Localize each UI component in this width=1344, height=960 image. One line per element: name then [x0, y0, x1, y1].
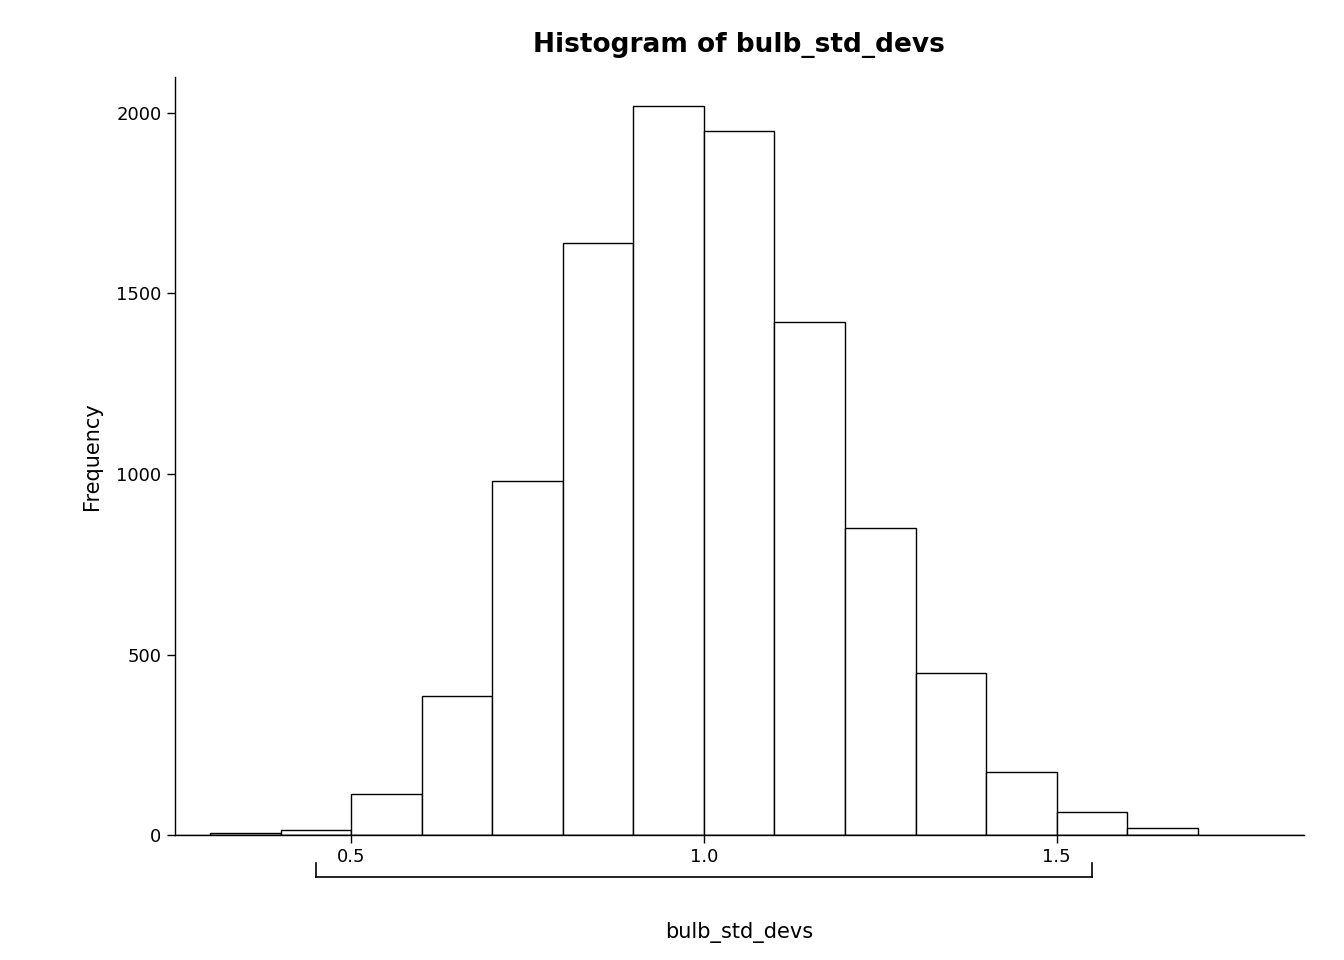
Bar — [281, 829, 351, 835]
Bar — [986, 772, 1056, 835]
Bar — [563, 243, 633, 835]
Bar — [351, 794, 422, 835]
Bar — [774, 323, 845, 835]
Bar — [422, 696, 492, 835]
Title: Histogram of bulb_std_devs: Histogram of bulb_std_devs — [534, 32, 945, 58]
Bar — [915, 673, 986, 835]
Y-axis label: Frequency: Frequency — [82, 402, 102, 510]
X-axis label: bulb_std_devs: bulb_std_devs — [665, 922, 813, 943]
Bar — [633, 106, 704, 835]
Bar — [1056, 812, 1128, 835]
Bar — [492, 481, 563, 835]
Bar — [845, 528, 915, 835]
Bar — [1128, 828, 1198, 835]
Bar — [210, 833, 281, 835]
Bar — [704, 131, 774, 835]
